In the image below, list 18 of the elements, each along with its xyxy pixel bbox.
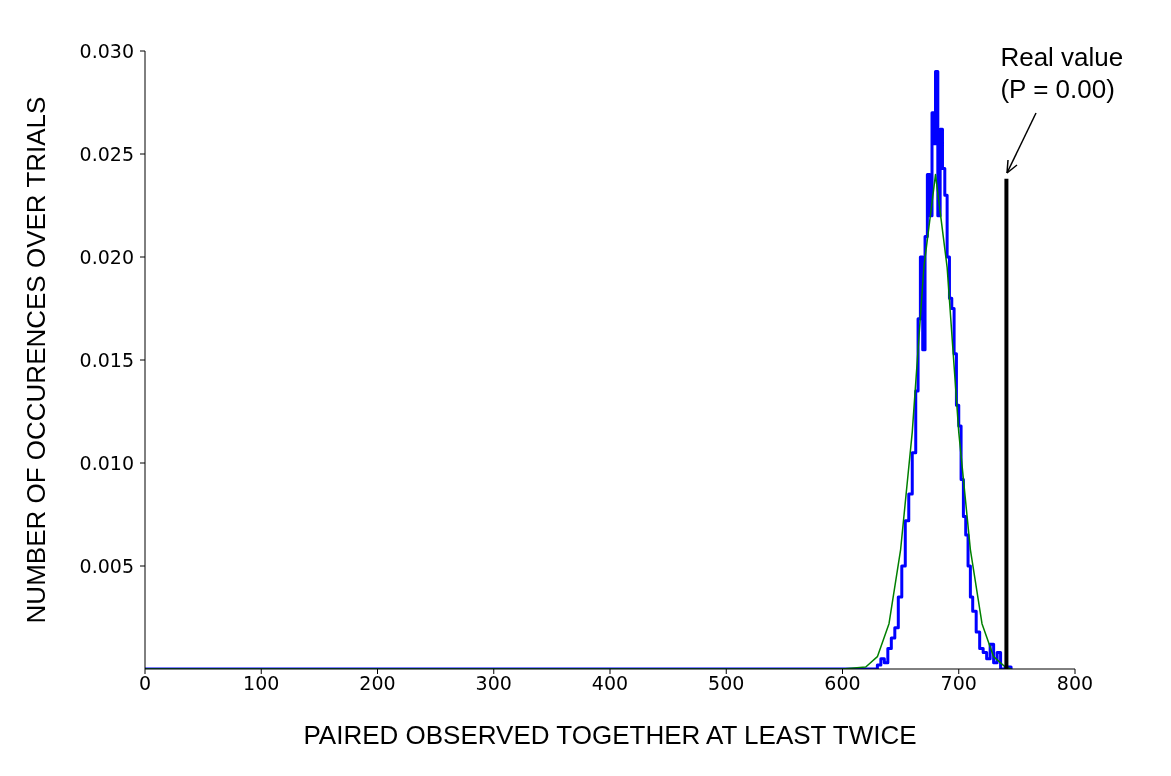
y-tick-label: 0.015 (79, 348, 134, 371)
x-tick-label: 600 (824, 672, 861, 695)
x-tick-label: 400 (591, 672, 629, 695)
annotation: Real value (P = 0.00) (1000, 40, 1124, 105)
x-tick-label: 700 (940, 672, 977, 695)
y-tick-label: 0.025 (79, 142, 134, 165)
y-tick-label: 0.020 (79, 245, 134, 268)
y-tick-label: 0.005 (79, 554, 134, 577)
y-tick-label: 0.010 (79, 451, 134, 474)
x-tick-label: 100 (243, 672, 280, 695)
y-tick-label: 0.030 (79, 39, 134, 62)
x-tick-label: 300 (475, 672, 512, 695)
x-tick-label: 500 (708, 672, 745, 695)
x-axis-title: PAIRED OBSERVED TOGETHER AT LEAST TWICE (302, 720, 918, 751)
x-tick-label: 0 (138, 672, 152, 695)
x-tick-label: 800 (1056, 672, 1094, 695)
y-axis-title: NUMBER OF OCCURENCES OVER TRIALS (20, 96, 52, 624)
x-tick-label: 200 (359, 672, 396, 695)
